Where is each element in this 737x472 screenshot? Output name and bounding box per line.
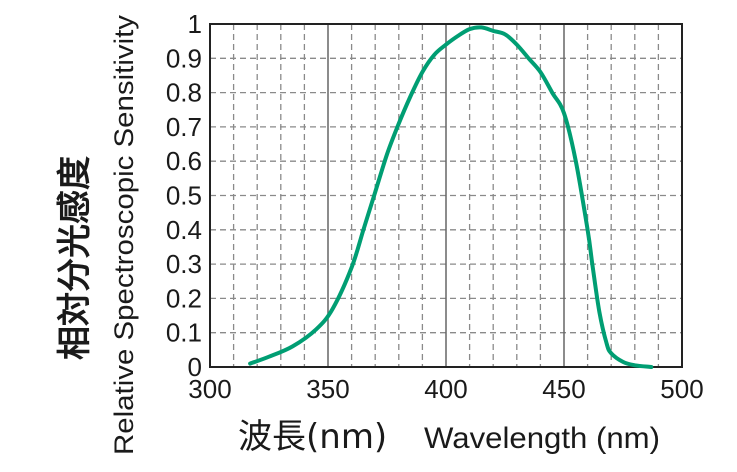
y-tick-label: 0.7 bbox=[166, 112, 202, 142]
y-tick-label: 0.2 bbox=[166, 283, 202, 313]
x-tick-label: 500 bbox=[660, 374, 703, 404]
y-tick-label: 0.5 bbox=[166, 181, 202, 211]
y-axis-label-japanese: 相対分光感度 bbox=[55, 156, 95, 360]
y-tick-label: 1 bbox=[188, 9, 202, 39]
y-tick-label: 0.1 bbox=[166, 318, 202, 348]
x-tick-label: 400 bbox=[424, 374, 467, 404]
y-tick-label: 0.9 bbox=[166, 43, 202, 73]
x-axis-label-english: Wavelength (nm) bbox=[424, 422, 660, 455]
y-tick-label: 0.8 bbox=[166, 78, 202, 108]
series-group bbox=[250, 27, 651, 367]
x-tick-label: 450 bbox=[542, 374, 585, 404]
y-tick-label: 0.3 bbox=[166, 249, 202, 279]
y-tick-labels: 0 0.1 0.2 0.3 0.4 0.5 0.6 0.7 0.8 0.9 1 bbox=[166, 9, 202, 382]
x-axis-label-japanese: 波長(nm) bbox=[238, 417, 387, 457]
y-tick-label: 0.4 bbox=[166, 215, 202, 245]
y-tick-label: 0.6 bbox=[166, 146, 202, 176]
y-tick-label: 0 bbox=[188, 352, 202, 382]
sensitivity-curve bbox=[250, 27, 651, 367]
x-tick-labels: 300 350 400 450 500 bbox=[188, 374, 703, 404]
y-axis-label-english: Relative Spectroscopic Sensitivity bbox=[109, 14, 139, 455]
x-tick-label: 350 bbox=[306, 374, 349, 404]
